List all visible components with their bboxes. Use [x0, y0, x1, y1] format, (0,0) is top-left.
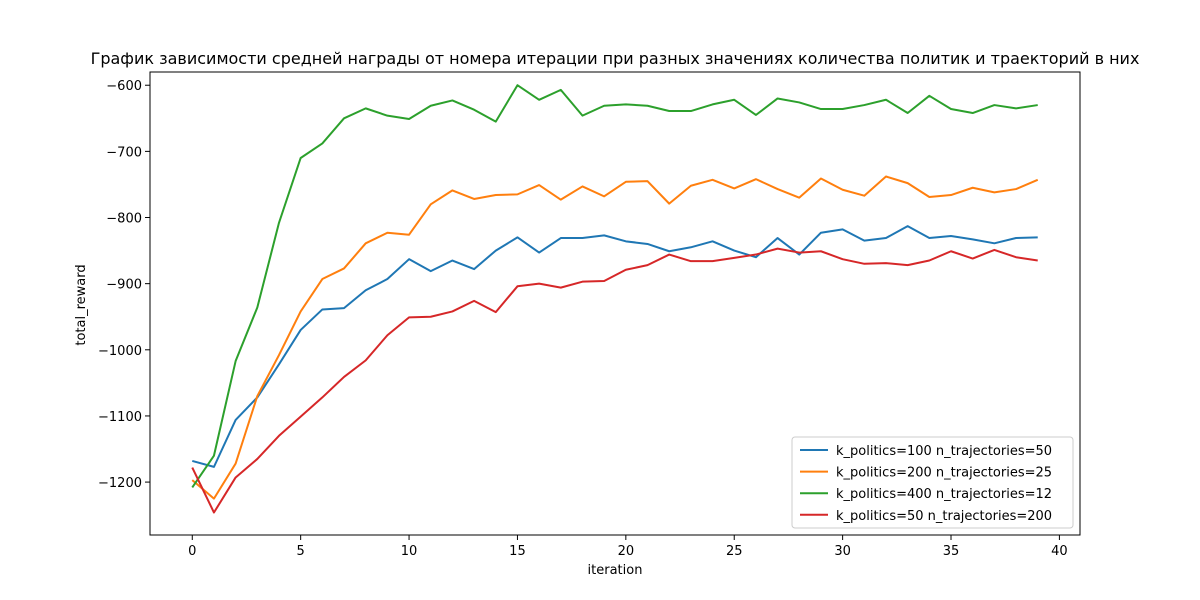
- legend-entry-2: k_politics=400 n_trajectories=12: [836, 487, 1052, 502]
- chart-title: График зависимости средней награды от но…: [91, 49, 1140, 68]
- legend: k_politics=100 n_trajectories=50 k_politi…: [791, 436, 1074, 529]
- legend-entry-0: k_politics=100 n_trajectories=50: [836, 444, 1052, 459]
- x-tick-label: 25: [726, 544, 743, 559]
- legend-entry-1: k_politics=200 n_trajectories=25: [836, 466, 1052, 481]
- x-tick-label: 15: [509, 544, 526, 559]
- y-tick-label: −900: [106, 278, 142, 293]
- plot-lines: [191, 84, 1039, 514]
- x-tick-label: 40: [1051, 544, 1068, 559]
- x-tick-label: 10: [401, 544, 418, 559]
- y-tick-label: −1200: [98, 476, 142, 491]
- series-line-2: [191, 84, 1038, 488]
- x-tick-label: 0: [188, 544, 196, 559]
- y-axis-label: total_reward: [74, 264, 89, 345]
- series-line-3: [191, 247, 1038, 514]
- y-tick-label: −1000: [98, 344, 142, 359]
- x-tick-label: 35: [943, 544, 960, 559]
- y-tick-label: −800: [106, 212, 142, 227]
- plot-frame: [149, 71, 1081, 536]
- legend-box: [791, 436, 1074, 529]
- legend-entry-3: k_politics=50 n_trajectories=200: [836, 509, 1052, 524]
- y-axis: −1200 −1100 −1000 −900 −800 −700 −600: [98, 79, 150, 491]
- x-tick-label: 5: [297, 544, 305, 559]
- x-tick-label: 20: [618, 544, 635, 559]
- series-line-0: [192, 225, 1038, 468]
- y-tick-label: −600: [106, 79, 142, 94]
- y-tick-label: −1100: [98, 410, 142, 425]
- series-line-1: [191, 175, 1039, 500]
- x-axis-label: iteration: [588, 563, 643, 578]
- y-tick-label: −700: [106, 145, 142, 160]
- x-axis: 0 5 10 15 20 25 30 35 40: [188, 535, 1068, 559]
- x-tick-label: 30: [834, 544, 851, 559]
